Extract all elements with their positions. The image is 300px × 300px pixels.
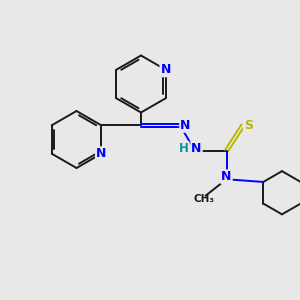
Text: N: N [221,170,232,183]
Text: N: N [160,63,171,76]
Text: N: N [191,142,202,155]
Text: H: H [179,142,188,155]
Text: N: N [96,147,106,160]
Text: S: S [244,119,253,132]
Text: N: N [180,119,190,132]
Text: CH₃: CH₃ [194,194,214,204]
